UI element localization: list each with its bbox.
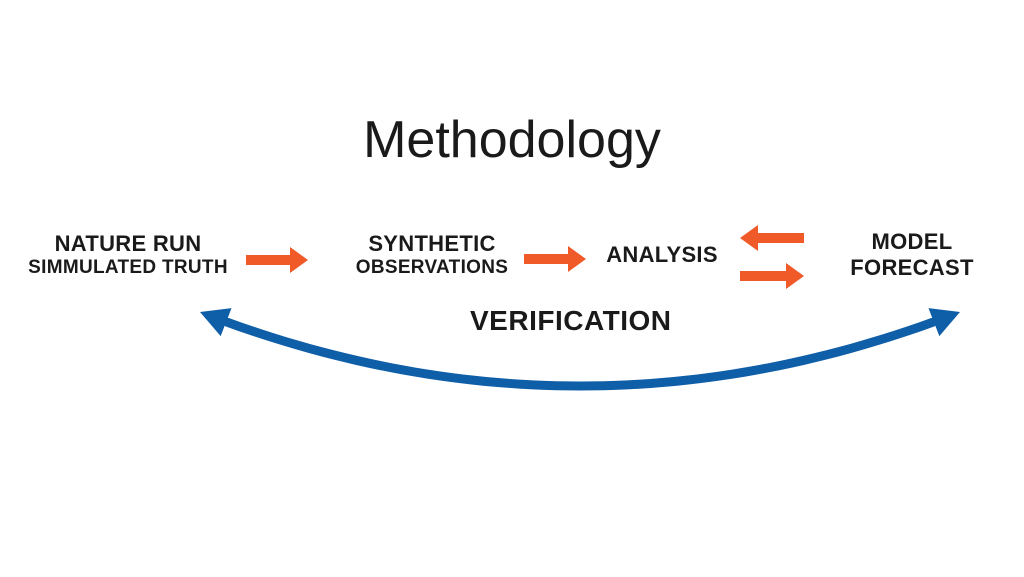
blue-arc-group: [200, 308, 960, 386]
orange-arrows-group: [246, 225, 804, 289]
diagram-canvas: Methodology NATURE RUN SIMMULATED TRUTH …: [0, 0, 1024, 577]
diagram-svg: [0, 0, 1024, 577]
